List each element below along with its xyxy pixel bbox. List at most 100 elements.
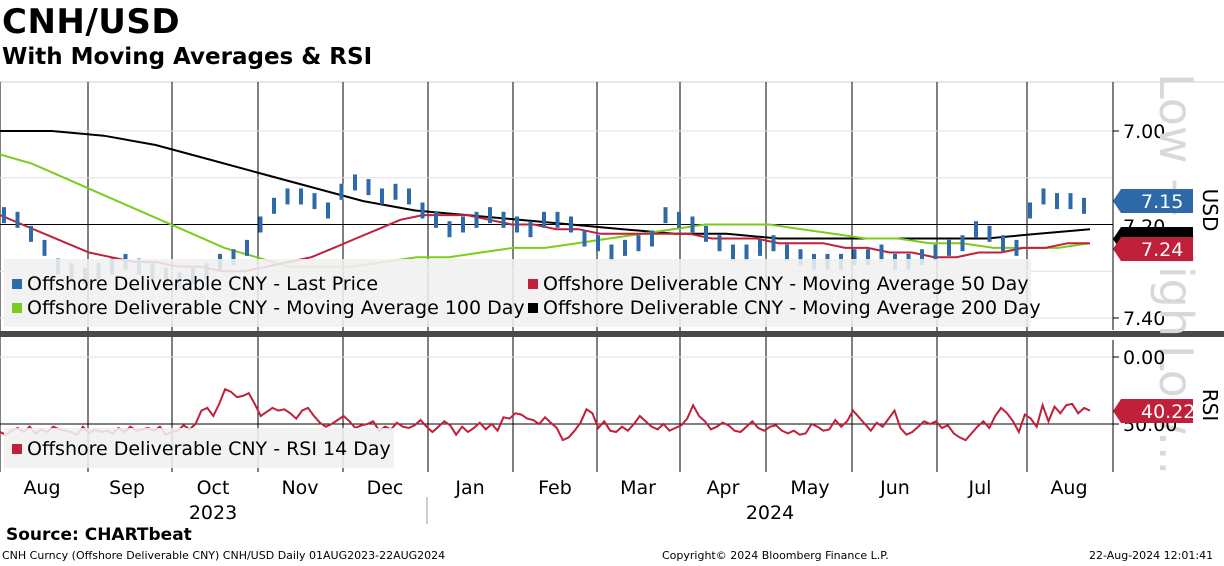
price-bar	[380, 188, 384, 205]
price-legend: Offshore Deliverable CNY - Last Price Of…	[4, 259, 1041, 327]
footer-copyright: Copyright© 2024 Bloomberg Finance L.P.	[662, 549, 889, 562]
price-bar	[555, 211, 560, 228]
price-bar	[933, 244, 938, 261]
x-tick-label: Oct	[197, 477, 230, 499]
price-bar	[501, 211, 506, 228]
price-bar	[920, 249, 924, 266]
price-bar	[312, 193, 317, 210]
legend-label-ma50: Offshore Deliverable CNY - Moving Averag…	[543, 273, 1029, 295]
x-tick-label: Nov	[281, 477, 318, 499]
ma50-value-tag: 7.24	[1113, 237, 1193, 261]
price-bar	[758, 239, 762, 256]
x-tick-label: Jan	[454, 477, 484, 499]
price-bar	[731, 244, 735, 261]
legend-label-price: Offshore Deliverable CNY - Last Price	[27, 273, 379, 295]
price-bar	[339, 183, 344, 200]
price-bar	[947, 239, 951, 256]
price-bar	[474, 211, 479, 228]
x-tick-label: Sep	[109, 477, 145, 499]
price-bar	[245, 239, 249, 256]
legend-swatch-ma50	[528, 279, 538, 289]
price-bar	[29, 225, 33, 242]
price-bar	[488, 207, 492, 224]
footer-timestamp: 22-Aug-2024 12:01:41	[1089, 549, 1214, 562]
price-y-tick-label: 7.40	[1123, 308, 1165, 330]
price-bar	[785, 244, 789, 261]
x-tick-label: Jul	[968, 477, 992, 499]
price-value-tag: 7.15	[1113, 189, 1193, 213]
price-bar	[596, 235, 600, 252]
price-bar	[987, 225, 992, 242]
price-bar	[393, 183, 398, 200]
price-bar	[1082, 197, 1086, 214]
price-bar	[663, 207, 668, 224]
price-bar	[15, 211, 20, 228]
price-bar	[636, 235, 641, 252]
price-y-tick-label: 7.00	[1123, 121, 1165, 143]
price-bar	[690, 216, 695, 233]
rsi-value-tag: 40.22	[1113, 399, 1195, 423]
price-bar	[285, 188, 290, 205]
price-bar	[569, 216, 573, 233]
x-tick-label: Aug	[1050, 477, 1087, 499]
x-tick-label: Mar	[620, 477, 656, 499]
price-bar	[852, 249, 857, 266]
chart-subtitle: With Moving Averages & RSI	[2, 44, 373, 70]
rsi-y-tick-label: 0.00	[1123, 347, 1165, 369]
source-label: Source: CHARTbeat	[6, 525, 192, 545]
price-bar	[650, 230, 654, 247]
panel-separator	[0, 331, 1224, 337]
price-bar	[1028, 202, 1032, 219]
x-tick-label: May	[790, 477, 829, 499]
price-bar	[582, 230, 587, 247]
price-bar	[258, 216, 263, 233]
price-bar	[1068, 193, 1073, 210]
price-bar	[866, 249, 870, 266]
legend-item-ma100: Offshore Deliverable CNY - Moving Averag…	[12, 297, 525, 319]
legend-swatch-ma200	[528, 303, 538, 313]
price-bar	[434, 211, 438, 228]
x-tick-label: Feb	[538, 477, 572, 499]
price-bar	[623, 239, 627, 256]
legend-label-rsi: Offshore Deliverable CNY - RSI 14 Day	[27, 438, 391, 460]
price-bar	[420, 202, 425, 219]
legend-item-ma50: Offshore Deliverable CNY - Moving Averag…	[528, 273, 1029, 295]
price-bar	[960, 235, 965, 252]
price-bar	[609, 244, 614, 261]
rsi-legend: Offshore Deliverable CNY - RSI 14 Day	[4, 428, 394, 468]
price-bar	[299, 188, 303, 205]
rsi-series-layer	[0, 387, 1091, 442]
price-bar	[1055, 193, 1059, 210]
price-bar	[42, 239, 47, 256]
price-bar	[1014, 239, 1019, 256]
price-bar	[528, 221, 533, 238]
price-bar	[1001, 235, 1005, 252]
price-value-tag-shape	[1113, 189, 1193, 213]
rsi-value-tag-text: 40.22	[1141, 401, 1195, 423]
price-bar	[1041, 188, 1046, 205]
rsi-y-axis-title: RSI	[1198, 389, 1222, 422]
rsi-value-tag-shape	[1113, 399, 1193, 423]
year-label: 2023	[189, 502, 237, 524]
legend-item-ma200: Offshore Deliverable CNY - Moving Averag…	[528, 297, 1041, 319]
price-bar	[704, 225, 708, 242]
price-value-tag-text: 7.15	[1141, 191, 1183, 213]
rsi-line	[0, 387, 1091, 442]
x-tick-label: Aug	[23, 477, 60, 499]
price-bar	[231, 249, 236, 266]
price-bar	[407, 188, 411, 205]
price-bar	[2, 207, 6, 224]
axis-layer: Aug Sep Oct Nov Dec Jan Feb Mar Apr May Jun Jul Aug 2…	[0, 73, 1224, 524]
legend-swatch-price	[12, 279, 22, 289]
year-label: 2024	[746, 502, 794, 524]
legend-item-rsi: Offshore Deliverable CNY - RSI 14 Day	[12, 438, 391, 460]
price-bar	[272, 197, 276, 214]
x-tick-label: Dec	[367, 477, 404, 499]
chart-title: CNH/USD	[2, 2, 181, 42]
price-bar	[447, 221, 452, 238]
price-bar	[366, 179, 371, 196]
ma100-line	[0, 153, 1091, 268]
price-bar	[798, 249, 803, 266]
price-bar	[461, 216, 465, 233]
